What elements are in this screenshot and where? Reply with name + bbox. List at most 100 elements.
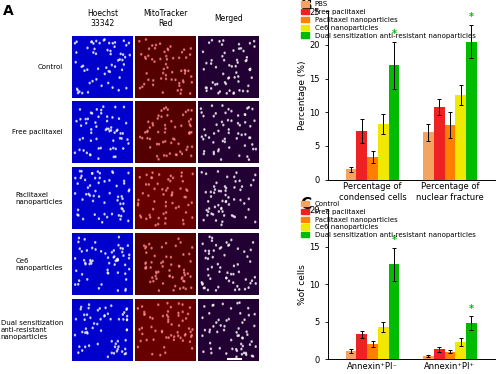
Circle shape xyxy=(95,249,96,250)
Circle shape xyxy=(147,138,148,139)
Circle shape xyxy=(116,130,117,132)
Circle shape xyxy=(151,177,152,178)
Bar xyxy=(466,323,476,359)
Circle shape xyxy=(190,119,192,120)
Circle shape xyxy=(171,324,172,325)
Circle shape xyxy=(161,262,162,264)
Circle shape xyxy=(74,152,76,153)
Circle shape xyxy=(101,85,102,86)
Circle shape xyxy=(214,84,216,85)
Circle shape xyxy=(108,82,109,84)
Circle shape xyxy=(171,120,172,122)
Circle shape xyxy=(157,183,158,184)
Circle shape xyxy=(166,256,167,257)
Circle shape xyxy=(116,260,117,261)
Circle shape xyxy=(146,339,147,341)
Circle shape xyxy=(167,48,168,49)
Circle shape xyxy=(248,315,250,316)
Circle shape xyxy=(77,183,78,184)
Circle shape xyxy=(190,155,192,156)
Circle shape xyxy=(128,189,130,190)
Circle shape xyxy=(88,345,90,346)
Circle shape xyxy=(124,264,126,266)
Circle shape xyxy=(149,243,150,245)
Circle shape xyxy=(154,61,155,62)
Circle shape xyxy=(216,124,217,125)
Circle shape xyxy=(123,255,124,256)
Circle shape xyxy=(144,56,146,58)
Circle shape xyxy=(178,57,180,59)
Circle shape xyxy=(154,47,156,49)
Circle shape xyxy=(169,276,170,277)
Circle shape xyxy=(128,172,129,174)
Circle shape xyxy=(220,267,221,268)
Circle shape xyxy=(151,248,152,249)
Circle shape xyxy=(86,193,87,195)
Circle shape xyxy=(112,117,113,118)
Circle shape xyxy=(124,348,126,350)
Circle shape xyxy=(167,303,168,304)
Bar xyxy=(466,42,476,180)
Circle shape xyxy=(206,90,207,92)
Bar xyxy=(456,342,466,359)
Circle shape xyxy=(172,58,174,59)
Circle shape xyxy=(126,329,128,331)
Circle shape xyxy=(254,221,256,223)
Circle shape xyxy=(244,122,246,123)
Circle shape xyxy=(175,79,176,80)
Circle shape xyxy=(104,202,105,203)
Circle shape xyxy=(138,199,139,201)
Circle shape xyxy=(91,42,92,43)
Circle shape xyxy=(166,155,167,156)
Circle shape xyxy=(229,65,230,66)
Circle shape xyxy=(96,40,97,42)
Circle shape xyxy=(169,270,170,271)
Circle shape xyxy=(86,152,88,154)
Circle shape xyxy=(121,138,122,139)
Circle shape xyxy=(98,158,99,159)
Circle shape xyxy=(240,189,241,191)
Circle shape xyxy=(202,243,203,245)
Circle shape xyxy=(146,174,147,175)
Circle shape xyxy=(84,263,86,264)
Circle shape xyxy=(181,172,182,174)
Circle shape xyxy=(248,107,250,108)
Circle shape xyxy=(240,313,241,314)
Circle shape xyxy=(244,114,246,115)
Circle shape xyxy=(112,147,114,149)
Circle shape xyxy=(253,180,254,181)
Circle shape xyxy=(190,276,191,277)
Circle shape xyxy=(160,78,162,79)
Circle shape xyxy=(204,329,206,331)
Circle shape xyxy=(228,280,230,282)
Text: Paclitaxel
nanoparticles: Paclitaxel nanoparticles xyxy=(16,192,63,205)
Circle shape xyxy=(104,181,105,182)
Circle shape xyxy=(146,73,147,74)
Circle shape xyxy=(208,137,210,138)
Circle shape xyxy=(180,242,181,243)
Circle shape xyxy=(128,190,130,192)
Circle shape xyxy=(94,214,96,215)
Circle shape xyxy=(183,223,184,224)
Circle shape xyxy=(79,91,80,92)
Circle shape xyxy=(156,272,157,274)
Circle shape xyxy=(117,200,118,201)
Circle shape xyxy=(108,42,110,44)
Circle shape xyxy=(238,271,240,273)
Circle shape xyxy=(250,282,251,284)
Circle shape xyxy=(96,126,97,127)
Circle shape xyxy=(118,245,119,246)
Circle shape xyxy=(217,331,218,332)
Circle shape xyxy=(118,89,119,91)
Circle shape xyxy=(142,193,144,194)
Text: *: * xyxy=(469,12,474,22)
Bar xyxy=(367,157,378,180)
Circle shape xyxy=(179,82,180,84)
Circle shape xyxy=(205,257,206,259)
Circle shape xyxy=(87,279,88,280)
Circle shape xyxy=(226,277,227,279)
Circle shape xyxy=(121,196,122,197)
Circle shape xyxy=(168,319,169,321)
Circle shape xyxy=(210,191,212,193)
Circle shape xyxy=(211,352,212,354)
